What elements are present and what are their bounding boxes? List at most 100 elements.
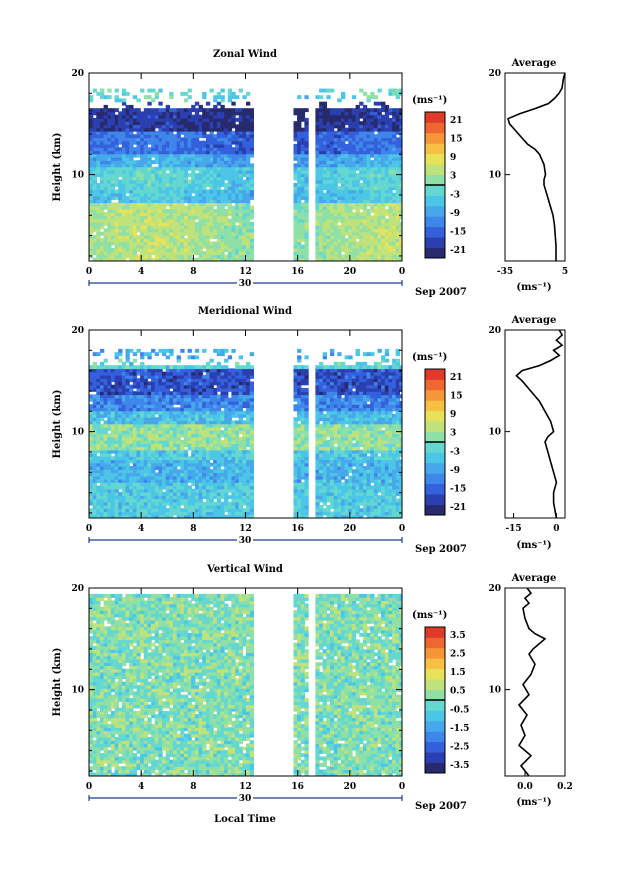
heatmap-cell xyxy=(180,495,185,500)
heatmap-cell xyxy=(341,173,346,178)
heatmap-cell xyxy=(140,410,145,415)
heatmap-cell xyxy=(191,420,196,425)
heatmap-cell xyxy=(205,183,211,187)
heatmap-cell xyxy=(154,449,159,454)
heatmap-cell xyxy=(173,475,178,480)
heatmap-cell xyxy=(187,134,192,139)
heatmap-cell xyxy=(381,140,386,145)
heatmap-cell xyxy=(202,183,207,187)
heatmap-cell xyxy=(330,189,335,194)
heatmap-cell xyxy=(107,407,112,412)
heatmap-cell xyxy=(370,192,375,197)
heatmap-cell xyxy=(140,508,145,513)
colorbar-tick-label: -15 xyxy=(450,227,466,237)
heatmap-cell xyxy=(103,189,108,194)
heatmap-cell xyxy=(377,212,382,217)
heatmap-cell xyxy=(183,150,189,155)
heatmap-cell xyxy=(169,238,174,243)
heatmap-cell xyxy=(366,130,371,135)
heatmap-cell xyxy=(220,176,225,181)
heatmap-cell xyxy=(114,495,119,500)
heatmap-cell xyxy=(103,130,108,135)
heatmap-cell xyxy=(315,163,320,168)
heatmap-cell xyxy=(180,449,185,454)
heatmap-cell xyxy=(110,254,116,259)
heatmap-cell xyxy=(373,166,379,171)
heatmap-cell xyxy=(132,160,138,165)
heatmap-cell xyxy=(322,222,327,226)
heatmap-cell xyxy=(100,215,105,220)
heatmap-cell xyxy=(118,469,123,474)
heatmap-cell xyxy=(187,218,192,223)
heatmap-cell xyxy=(158,189,163,194)
heatmap-cell xyxy=(140,469,145,474)
heatmap-cell xyxy=(183,488,189,493)
heatmap-cell xyxy=(381,215,386,220)
heatmap-cell xyxy=(213,166,218,171)
heatmap-cell xyxy=(173,436,178,441)
heatmap-cell xyxy=(337,248,342,252)
heatmap-cell xyxy=(147,508,152,513)
heatmap-cell xyxy=(384,137,390,142)
heatmap-cell xyxy=(202,156,207,161)
heatmap-cell xyxy=(362,150,368,155)
heatmap-cell xyxy=(180,127,185,132)
y-tick-label: 20 xyxy=(71,69,84,79)
heatmap-cell xyxy=(344,241,349,246)
heatmap-cell xyxy=(176,410,181,415)
heatmap-cell xyxy=(209,108,214,113)
heatmap-cell xyxy=(176,397,181,402)
heatmap-cell xyxy=(355,218,360,223)
heatmap-cell xyxy=(351,199,357,204)
heatmap-cell xyxy=(147,222,152,226)
heatmap-cell xyxy=(366,98,371,103)
heatmap-cell xyxy=(333,235,338,239)
heatmap-cell xyxy=(180,440,185,444)
heatmap-cell xyxy=(355,134,360,139)
heatmap-cell xyxy=(89,440,94,444)
heatmap-cell xyxy=(231,114,236,119)
heatmap-cell xyxy=(224,228,229,233)
heatmap-cell xyxy=(362,114,368,119)
heatmap-cell xyxy=(96,505,101,509)
heatmap-cell xyxy=(169,111,174,116)
heatmap-cell xyxy=(191,387,196,392)
heatmap-cell xyxy=(355,121,360,126)
heatmap-cell xyxy=(121,212,127,217)
heatmap-cell xyxy=(103,446,108,451)
heatmap-cell xyxy=(373,238,379,243)
heatmap-cell xyxy=(100,169,105,174)
heatmap-cell xyxy=(304,130,309,135)
heatmap-cell xyxy=(173,215,178,220)
heatmap-cell xyxy=(96,417,101,422)
heatmap-cell xyxy=(187,254,192,259)
heatmap-cell xyxy=(132,430,138,435)
heatmap-cell xyxy=(249,114,254,119)
heatmap-cell xyxy=(110,121,116,126)
heatmap-cell xyxy=(399,257,402,261)
heatmap-cell xyxy=(191,462,196,467)
heatmap-cell xyxy=(384,189,390,194)
heatmap-cell xyxy=(341,179,346,184)
heatmap-cell xyxy=(246,244,251,249)
heatmap-cell xyxy=(169,482,174,487)
heatmap-cell xyxy=(129,156,134,161)
heatmap-cell xyxy=(143,183,149,187)
heatmap-cell xyxy=(381,134,386,139)
heatmap-cell xyxy=(96,254,101,259)
heatmap-cell xyxy=(198,443,203,448)
heatmap-cell xyxy=(351,169,357,174)
heatmap-cell xyxy=(224,134,229,139)
heatmap-cell xyxy=(173,433,178,438)
heatmap-cell xyxy=(173,257,178,261)
heatmap-cell xyxy=(118,192,123,197)
heatmap-cell xyxy=(370,176,375,181)
heatmap-cell xyxy=(107,420,112,425)
heatmap-cell xyxy=(180,462,185,467)
heatmap-cell xyxy=(205,222,211,226)
heatmap-cell xyxy=(249,183,254,187)
heatmap-cell xyxy=(216,254,222,259)
heatmap-cell xyxy=(381,153,386,158)
heatmap-cell xyxy=(392,111,397,116)
heatmap-cell xyxy=(154,501,159,506)
